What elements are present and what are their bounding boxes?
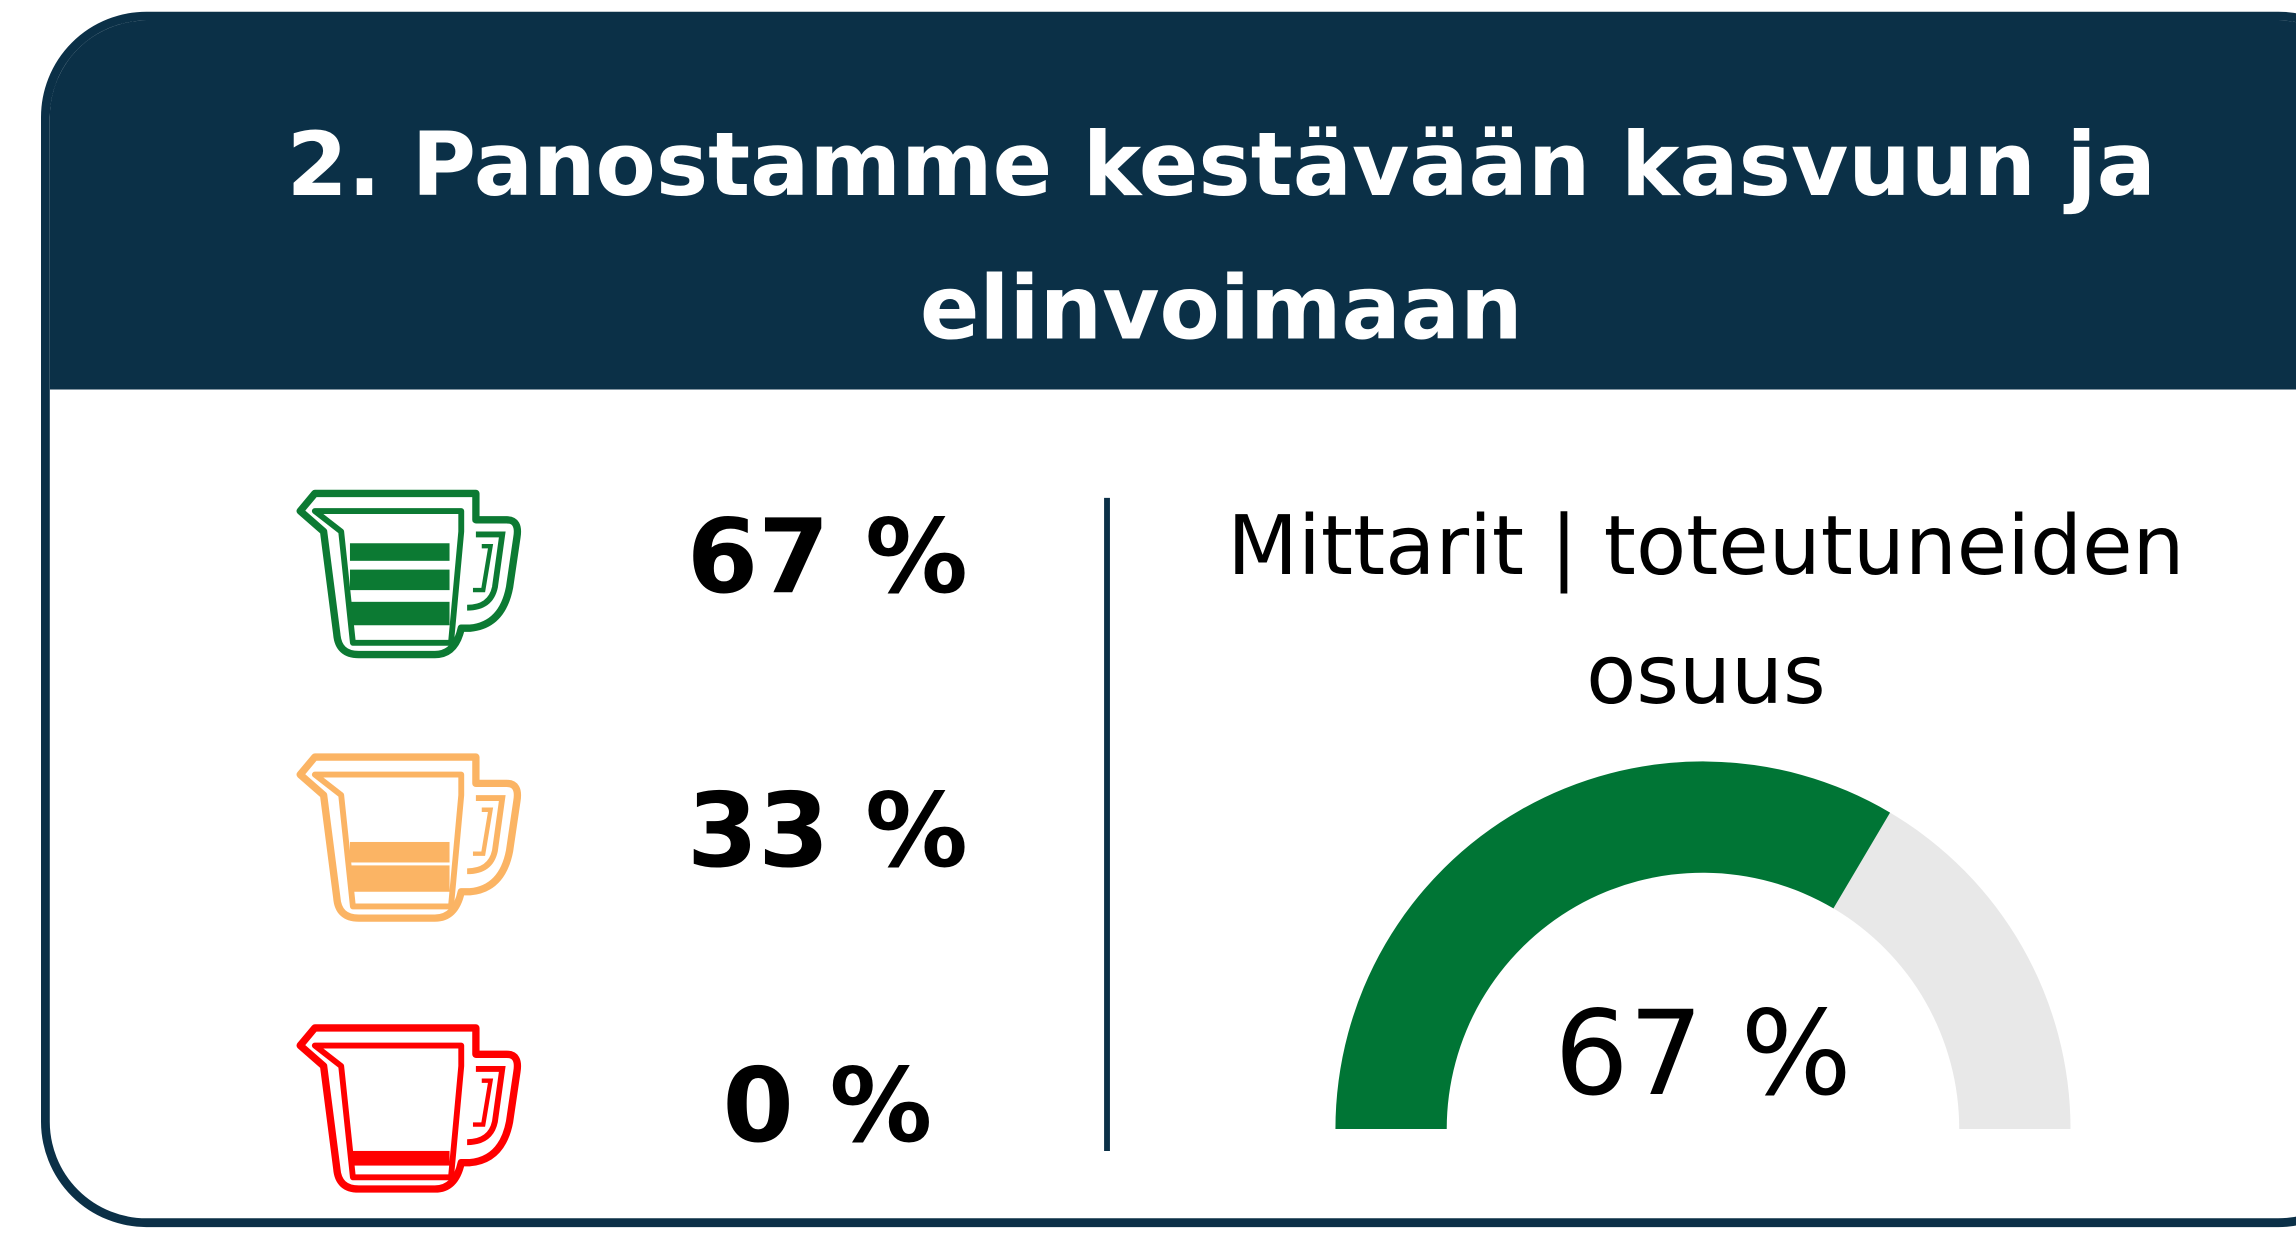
cup-handle [466,795,506,875]
gauge-value-label: 67 % [1554,985,1852,1122]
cup-inner [311,771,465,910]
cup-outline [296,489,522,659]
cup-level [349,865,450,892]
cup-outline [296,753,522,922]
header: 2. Panostamme kestävään kasvuun ja elinv… [49,20,2296,390]
gauge-title: Mittarit | toteutuneiden osuus [1227,499,2185,724]
cup-handle-inner [472,1078,494,1127]
cup-handle [466,1066,506,1146]
cup-icon [296,489,522,659]
stat-label: 0 % [722,1047,932,1166]
gauge-value [1335,761,1891,1129]
gauge-track [1833,812,2071,1129]
cup-level [349,601,450,626]
stat-label: 33 % [687,772,968,891]
gauge-title-box: Mittarit | toteutuneiden osuus [1227,499,2185,724]
title: 2. Panostamme kestävään kasvuun ja elinv… [286,114,2156,361]
cup-inner [311,508,465,646]
cup-handle [466,531,506,611]
cup-level [349,841,450,863]
cup-icon [296,753,522,922]
cup-icon [296,1024,522,1193]
cup-level [349,1150,450,1166]
cup-inner [311,1042,465,1181]
cup-handle-inner [472,543,494,593]
cup-handle-inner [472,807,494,856]
cup-outline [296,1024,522,1193]
cup-level [349,569,450,591]
stat-label: 67 % [687,498,968,617]
cup-level [349,543,450,561]
